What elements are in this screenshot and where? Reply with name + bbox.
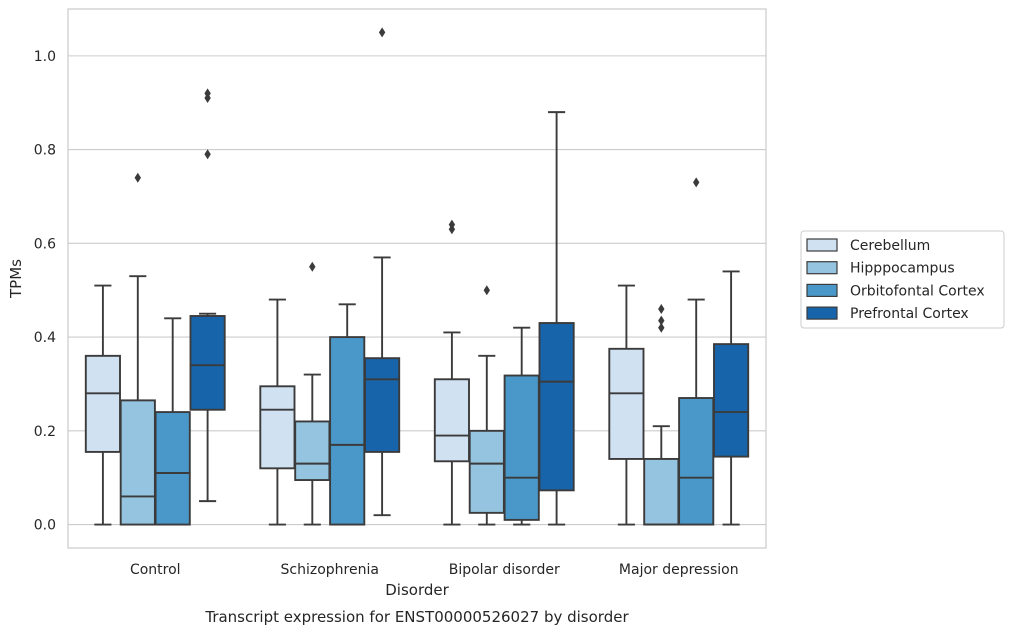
box-iqr xyxy=(713,343,750,458)
legend-swatch xyxy=(806,238,838,252)
box-3-0 xyxy=(608,284,645,526)
legend-frame xyxy=(800,230,1005,329)
legend-label: Cerebellum xyxy=(850,238,930,254)
chart-caption: Transcript expression for ENST0000052602… xyxy=(204,608,629,626)
y-tick-label: 0.2 xyxy=(34,424,56,440)
box-iqr xyxy=(294,420,331,481)
x-tick-label: Schizophrenia xyxy=(281,562,379,578)
outlier-point xyxy=(658,322,665,333)
boxes-layer xyxy=(84,27,750,526)
box-1-3 xyxy=(364,27,401,517)
legend-swatch xyxy=(806,283,838,297)
box-iqr xyxy=(154,411,191,526)
y-tick-label: 0.8 xyxy=(34,143,56,159)
outlier-point xyxy=(204,149,211,160)
box-iqr xyxy=(259,385,296,470)
x-tick-labels: Control Schizophrenia Bipolar disorder Majo… xyxy=(130,562,739,578)
box-0-0 xyxy=(84,284,121,526)
box-3-3 xyxy=(713,270,750,526)
box-1-0 xyxy=(259,298,296,526)
box-0-1 xyxy=(119,172,156,526)
box-iqr xyxy=(608,347,645,460)
x-tick-label: Major depression xyxy=(619,562,739,578)
box-1-2 xyxy=(329,303,366,526)
box-2-3 xyxy=(538,111,575,526)
box-iqr xyxy=(84,354,121,453)
legend-label: Hipppocampus xyxy=(850,261,955,277)
legend: Cerebellum Hipppocampus Orbitofontal Corte… xyxy=(800,230,1005,329)
y-tick-label: 0.4 xyxy=(34,330,56,346)
box-1-1 xyxy=(294,261,331,526)
box-2-1 xyxy=(468,285,505,526)
box-iqr xyxy=(364,357,401,453)
outlier-point xyxy=(448,219,456,230)
box-iqr xyxy=(433,378,470,463)
box-iqr xyxy=(189,315,226,411)
x-tick-label: Control xyxy=(130,562,181,578)
y-tick-label: 1.0 xyxy=(34,49,56,65)
outlier-point xyxy=(658,315,665,326)
legend-swatch xyxy=(806,306,838,320)
box-3-1 xyxy=(643,303,680,526)
box-3-2 xyxy=(678,177,715,526)
box-2-2 xyxy=(503,326,540,526)
legend-label: Prefrontal Cortex xyxy=(850,306,969,322)
plot-frame xyxy=(67,8,767,549)
y-tick-labels: 0.0 0.2 0.4 0.6 0.8 1.0 xyxy=(34,49,56,534)
box-iqr xyxy=(468,429,505,514)
y-tick-label: 0.0 xyxy=(34,518,56,534)
outlier-point xyxy=(483,285,490,296)
box-0-2 xyxy=(154,317,191,526)
outlier-point xyxy=(204,88,211,99)
outlier-point xyxy=(378,27,386,38)
box-iqr xyxy=(538,322,575,492)
box-iqr xyxy=(643,457,680,526)
box-iqr xyxy=(329,336,366,526)
outlier-point xyxy=(693,177,700,188)
y-tick-label: 0.6 xyxy=(34,236,56,252)
box-iqr xyxy=(678,397,715,526)
box-iqr xyxy=(119,399,156,526)
outlier-point xyxy=(658,303,665,314)
box-iqr xyxy=(503,374,540,521)
x-tick-label: Bipolar disorder xyxy=(449,562,560,578)
box-0-3 xyxy=(189,88,226,503)
legend-swatch xyxy=(806,261,838,275)
legend-label: Orbitofontal Cortex xyxy=(850,283,985,299)
y-axis-label: TPMs xyxy=(7,259,25,299)
box-2-0 xyxy=(433,219,470,526)
outlier-point xyxy=(134,172,141,183)
outlier-point xyxy=(309,261,316,272)
x-axis-label: Disorder xyxy=(385,581,449,599)
